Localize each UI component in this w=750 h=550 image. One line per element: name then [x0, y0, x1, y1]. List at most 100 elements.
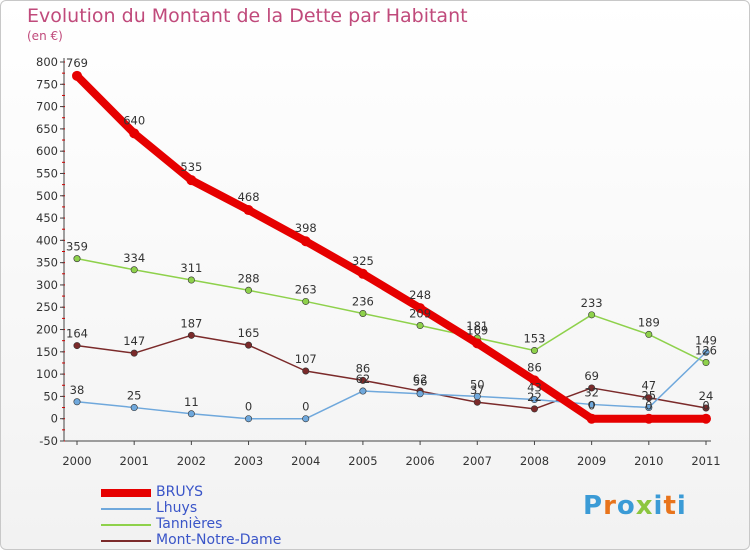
data-point-tanni-res: [245, 286, 253, 294]
x-tick-label: 2007: [463, 454, 492, 468]
data-point-lhuys: [702, 348, 710, 356]
chart-legend: BRUYS Lhuys Tannières Mont-Notre-Dame: [101, 484, 361, 549]
data-label-tanni-res: 288: [238, 271, 260, 285]
data-label-mont-notre-dame: 164: [66, 327, 88, 341]
legend-label-bruys: BRUYS: [156, 484, 204, 500]
y-tick-label: 100: [36, 367, 58, 381]
chart-data-labels: 359 334 311 288 263 236 209 181 153 233 189 126 164 1…: [66, 56, 717, 414]
y-tick-label: 600: [36, 144, 58, 158]
y-tick-label: 400: [36, 233, 58, 247]
data-label-tanni-res: 181: [466, 319, 488, 333]
data-point-lhuys: [359, 387, 367, 395]
data-label-bruys: 535: [180, 160, 202, 174]
legend-swatch-lhuys: [101, 508, 151, 510]
logo-letter: x: [635, 491, 654, 521]
x-tick-label: 2003: [234, 454, 263, 468]
data-point-mont-notre-dame: [302, 367, 310, 375]
y-tick-label: 50: [43, 389, 58, 403]
y-tick-label: 450: [36, 211, 58, 225]
data-point-bruys: [186, 175, 197, 186]
data-label-mont-notre-dame: 187: [180, 316, 202, 330]
data-label-bruys: 248: [409, 288, 431, 302]
data-label-tanni-res: 263: [295, 282, 317, 296]
data-label-bruys: 86: [527, 360, 542, 374]
data-point-bruys: [300, 236, 311, 247]
data-label-bruys: 468: [238, 190, 260, 204]
y-tick-label: 700: [36, 100, 58, 114]
data-label-lhuys: 11: [184, 395, 199, 409]
data-label-mont-notre-dame: 69: [584, 369, 599, 383]
legend-label-tannieres: Tannières: [156, 516, 223, 532]
data-label-lhuys: 43: [527, 381, 542, 395]
data-point-lhuys: [645, 404, 653, 412]
legend-item-lhuys: Lhuys: [101, 500, 361, 517]
y-tick-label: 350: [36, 256, 58, 270]
logo-letter: t: [663, 491, 677, 521]
data-point-bruys: [357, 268, 368, 279]
data-point-bruys: [472, 338, 483, 349]
data-label-tanni-res: 233: [581, 296, 603, 310]
unit-label: (en €): [27, 29, 63, 43]
data-point-tanni-res: [416, 322, 424, 330]
data-label-bruys: 398: [295, 221, 317, 235]
data-point-tanni-res: [645, 330, 653, 338]
y-tick-label: 500: [36, 189, 58, 203]
data-label-bruys: 0: [702, 399, 709, 413]
proxiti-logo: Proxiti: [583, 491, 687, 521]
logo-letter: i: [653, 491, 664, 521]
y-tick-label: 650: [36, 122, 58, 136]
logo-letter: i: [676, 491, 687, 521]
line-chart: -500501001502002503003504004505005506006…: [36, 55, 721, 468]
data-point-mont-notre-dame: [530, 405, 538, 413]
data-point-mont-notre-dame: [245, 341, 253, 349]
x-tick-label: 2010: [634, 454, 663, 468]
data-point-tanni-res: [702, 359, 710, 367]
logo-letter: r: [603, 491, 617, 521]
data-label-mont-notre-dame: 147: [123, 334, 145, 348]
data-label-lhuys: 38: [70, 383, 85, 397]
data-label-bruys: 169: [466, 323, 488, 337]
legend-swatch-tannieres: [101, 524, 151, 526]
data-label-lhuys: 0: [302, 400, 309, 414]
data-point-mont-notre-dame: [73, 342, 81, 350]
data-point-mont-notre-dame: [130, 349, 138, 357]
data-point-bruys: [129, 128, 140, 139]
x-tick-label: 2000: [62, 454, 91, 468]
data-label-lhuys: 0: [245, 400, 252, 414]
data-label-tanni-res: 311: [180, 261, 202, 275]
data-label-mont-notre-dame: 86: [356, 361, 371, 375]
data-label-bruys: 769: [66, 56, 88, 70]
legend-swatch-mont-notre-dame: [101, 540, 151, 542]
data-label-mont-notre-dame: 24: [699, 389, 714, 403]
data-label-bruys: 325: [352, 254, 374, 268]
data-label-bruys: 0: [588, 399, 595, 413]
series-line-lhuys: [76, 351, 707, 420]
data-label-tanni-res: 126: [695, 344, 717, 358]
data-point-mont-notre-dame: [187, 331, 195, 339]
data-label-lhuys: 25: [641, 389, 656, 403]
data-point-bruys: [643, 413, 654, 424]
x-tick-label: 2005: [348, 454, 377, 468]
data-point-bruys: [529, 375, 540, 386]
series-line-mont-notre-dame: [76, 334, 707, 410]
data-label-tanni-res: 236: [352, 294, 374, 308]
data-point-mont-notre-dame: [359, 376, 367, 384]
y-tick-label: 0: [51, 412, 58, 426]
data-label-tanni-res: 153: [523, 331, 545, 345]
data-label-lhuys: 32: [584, 385, 599, 399]
legend-item-bruys: BRUYS: [101, 484, 361, 501]
data-label-tanni-res: 189: [638, 315, 660, 329]
data-label-lhuys: 25: [127, 389, 142, 403]
y-tick-label: 800: [36, 55, 58, 69]
data-point-tanni-res: [73, 255, 81, 263]
data-point-lhuys: [473, 392, 481, 400]
legend-swatch-bruys: [101, 489, 151, 497]
data-point-tanni-res: [130, 266, 138, 274]
y-tick-label: 550: [36, 166, 58, 180]
data-point-lhuys: [302, 415, 310, 423]
data-point-lhuys: [187, 410, 195, 418]
data-label-tanni-res: 334: [123, 251, 145, 265]
y-tick-label: 250: [36, 300, 58, 314]
data-label-mont-notre-dame: 107: [295, 352, 317, 366]
data-label-mont-notre-dame: 22: [527, 390, 542, 404]
